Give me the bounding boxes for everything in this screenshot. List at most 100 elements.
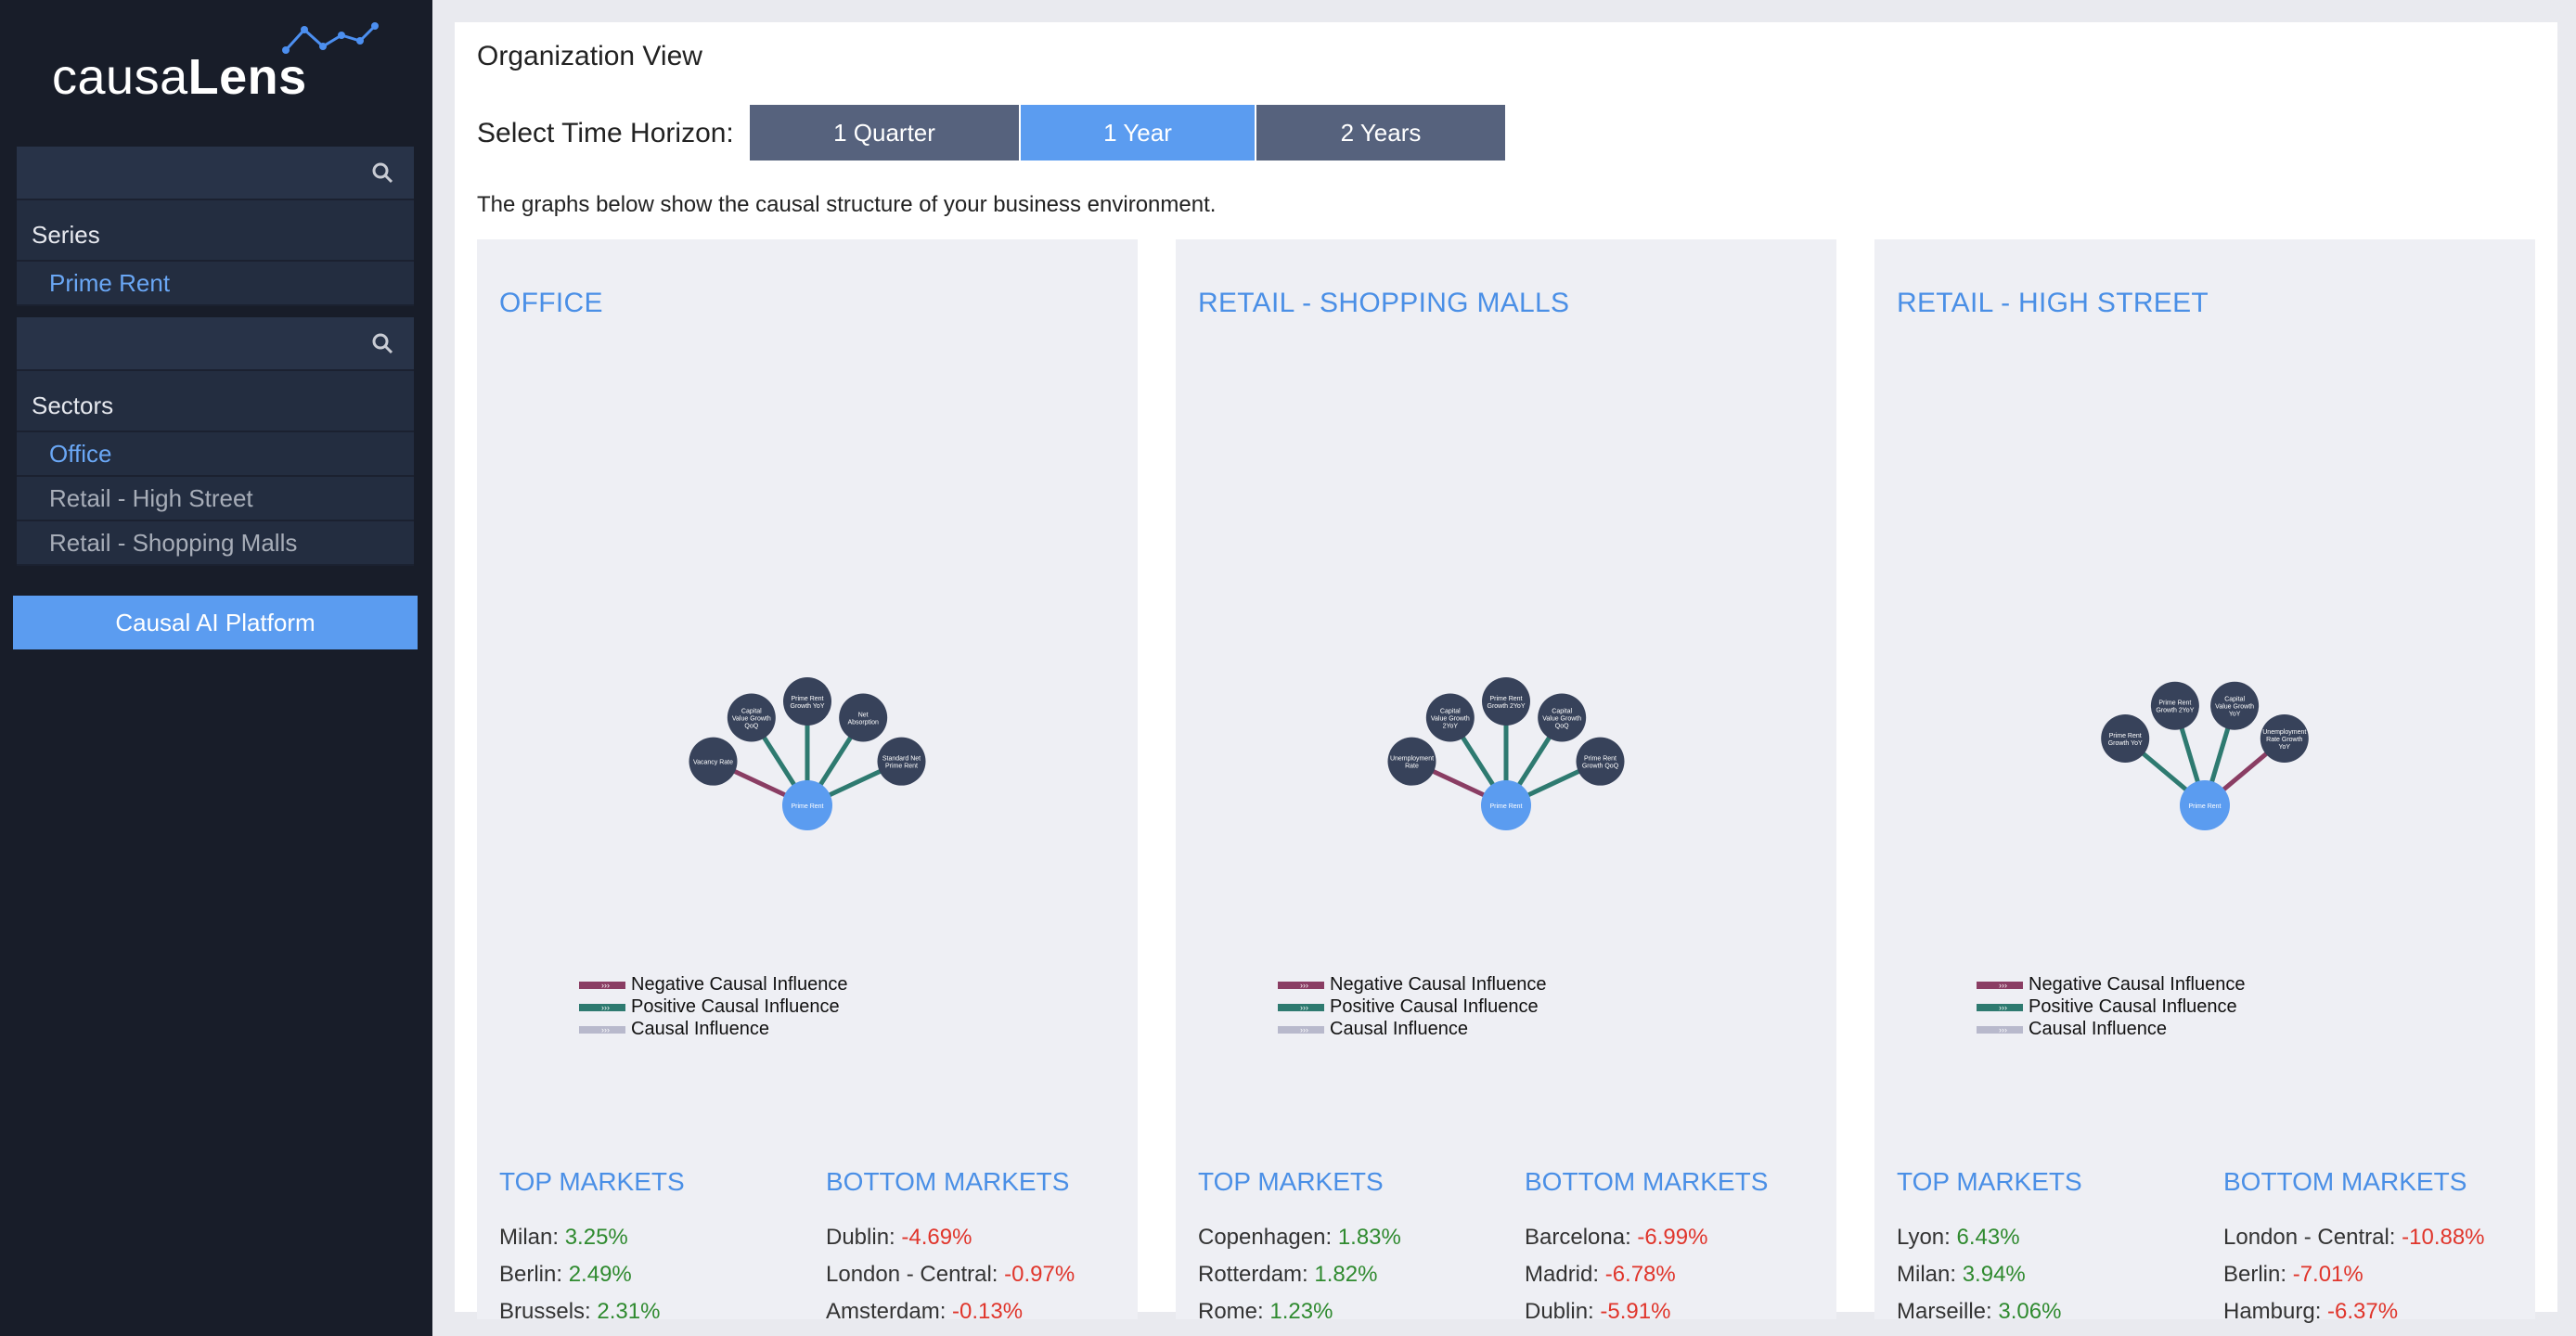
search-icon[interactable] [371, 332, 393, 354]
driver-node [877, 737, 926, 786]
main-content: Organization View Select Time Horizon: 1… [455, 22, 2557, 1324]
driver-node-label: Capital [2224, 697, 2245, 703]
legend-negative: ››› Negative Causal Influence [579, 974, 847, 996]
legend: ››› Negative Causal Influence ››› Positive… [1977, 974, 2245, 1041]
logo-text-light: causa [52, 49, 188, 105]
positive-swatch-icon: ››› [1977, 1004, 2023, 1011]
driver-node-label: QoQ [744, 724, 758, 730]
legend-negative: ››› Negative Causal Influence [1278, 974, 1546, 996]
svg-text:›››: ››› [1999, 1004, 2007, 1011]
legend-neutral: ››› Causal Influence [579, 1019, 847, 1041]
positive-swatch-icon: ››› [579, 1004, 625, 1011]
driver-node-label: Unemployment [1390, 756, 1434, 763]
legend-negative: ››› Negative Causal Influence [1977, 974, 2245, 996]
neutral-swatch-icon: ››› [1977, 1026, 2023, 1034]
time-option-1-year[interactable]: 1 Year [1021, 105, 1256, 161]
svg-text:›››: ››› [601, 1026, 610, 1034]
sectors-panel: Sectors Office Retail - High Street Reta… [17, 371, 414, 566]
causalens-logo[interactable]: causaLens [52, 48, 307, 106]
top-market-row: Milan: 3.25% [499, 1225, 628, 1250]
card-title: OFFICE [499, 288, 603, 318]
driver-node-label: Growth YoY [791, 703, 825, 710]
driver-node-label: Rate Growth [2266, 737, 2302, 743]
driver-node-label: Prime Rent [791, 696, 823, 702]
sector-item-office[interactable]: Office [17, 432, 414, 477]
driver-node-label: Growth 2YoY [1488, 703, 1526, 710]
page-title: Organization View [477, 41, 702, 71]
driver-node [2210, 681, 2260, 730]
svg-text:›››: ››› [1999, 1026, 2007, 1034]
bottom-market-row: London - Central: -10.88% [2223, 1225, 2485, 1250]
sidebar: causaLens Series Prime Rent Sectors Offi… [0, 0, 432, 1336]
series-panel: Series Prime Rent [17, 200, 414, 306]
negative-swatch-icon: ››› [1977, 982, 2023, 989]
time-option-1-quarter[interactable]: 1 Quarter [750, 105, 1021, 161]
causal-ai-platform-button[interactable]: Causal AI Platform [13, 596, 418, 649]
top-market-row: Rotterdam: 1.82% [1198, 1262, 1378, 1287]
top-market-row: Lyon: 6.43% [1897, 1225, 2020, 1250]
top-markets-title: TOP MARKETS [1198, 1167, 1384, 1196]
sectors-heading: Sectors [17, 371, 414, 432]
target-node-label: Prime Rent [791, 803, 823, 810]
driver-node [689, 737, 738, 786]
legend-positive: ››› Positive Causal Influence [579, 996, 847, 1019]
top-market-row: Milan: 3.94% [1897, 1262, 2026, 1287]
sector-card-retail-shopping-malls: RETAIL - SHOPPING MALLS Unemployment Rate… [1176, 239, 1836, 1324]
svg-text:›››: ››› [601, 982, 610, 989]
sector-item-retail-shopping-malls[interactable]: Retail - Shopping Malls [17, 521, 414, 566]
bottom-market-row: Barcelona: -6.99% [1525, 1225, 1708, 1250]
card-title: RETAIL - SHOPPING MALLS [1198, 288, 1570, 318]
driver-node [783, 677, 831, 726]
driver-node-label: Value Growth [732, 716, 771, 723]
logo-trend-icon [282, 22, 379, 54]
driver-node [1482, 677, 1530, 726]
bottom-market-row: London - Central: -0.97% [826, 1262, 1075, 1287]
driver-node [727, 693, 776, 742]
bottom-market-row: Amsterdam: -0.13% [826, 1299, 1024, 1324]
driver-node-label: Capital [1552, 709, 1572, 715]
sector-card-office: OFFICE Vacancy Rate Capital Value Growth Qo… [477, 239, 1138, 1324]
driver-node-label: YoY [2279, 744, 2291, 751]
driver-node-label: Prime Rent [2109, 733, 2142, 739]
svg-text:›››: ››› [1300, 1026, 1308, 1034]
driver-node [1538, 693, 1587, 742]
driver-node [2260, 714, 2309, 764]
series-search-input[interactable] [17, 147, 414, 200]
driver-node-label: Value Growth [1431, 716, 1470, 723]
driver-node-label: Net [858, 713, 869, 719]
bottom-markets-title: BOTTOM MARKETS [826, 1167, 1070, 1196]
top-market-row: Brussels: 2.31% [499, 1299, 661, 1324]
legend-positive: ››› Positive Causal Influence [1278, 996, 1546, 1019]
series-heading: Series [17, 200, 414, 262]
target-node-label: Prime Rent [1489, 803, 1522, 810]
driver-node-label: Prime Rent [2158, 700, 2191, 707]
negative-swatch-icon: ››› [1278, 982, 1324, 989]
driver-node-label: Prime Rent [1489, 696, 1522, 702]
search-icon[interactable] [371, 161, 393, 184]
target-node-label: Prime Rent [2188, 803, 2221, 810]
sector-item-retail-high-street[interactable]: Retail - High Street [17, 477, 414, 521]
driver-node [1576, 737, 1625, 786]
driver-node-label: Rate [1405, 764, 1419, 770]
driver-node-label: Growth 2YoY [2156, 708, 2194, 714]
bottom-market-row: Hamburg: -6.37% [2223, 1299, 2399, 1324]
top-markets-title: TOP MARKETS [499, 1167, 685, 1196]
series-item-prime-rent[interactable]: Prime Rent [17, 262, 414, 306]
bottom-markets-title: BOTTOM MARKETS [1525, 1167, 1769, 1196]
time-horizon-label: Select Time Horizon: [477, 118, 734, 148]
legend-neutral: ››› Causal Influence [1977, 1019, 2245, 1041]
svg-text:›››: ››› [1300, 1004, 1308, 1011]
driver-node [2101, 714, 2150, 764]
bottom-markets-title: BOTTOM MARKETS [2223, 1167, 2467, 1196]
time-option-2-years[interactable]: 2 Years [1256, 105, 1505, 161]
driver-node-label: YoY [2229, 712, 2241, 718]
svg-text:›››: ››› [1999, 982, 2007, 989]
target-node [1481, 780, 1531, 830]
driver-node-label: Value Growth [2215, 704, 2254, 711]
sectors-search-input[interactable] [17, 317, 414, 371]
bottom-market-row: Dublin: -5.91% [1525, 1299, 1671, 1324]
